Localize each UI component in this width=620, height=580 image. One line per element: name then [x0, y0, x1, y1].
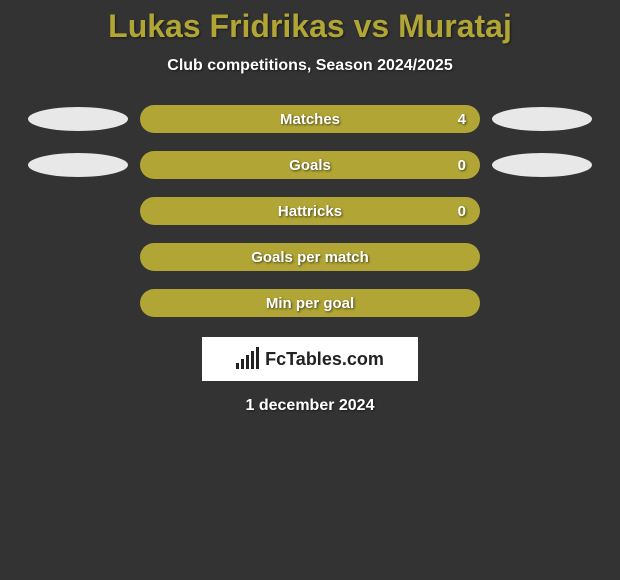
stat-label: Goals per match: [251, 249, 369, 266]
stat-row: Hattricks 0: [0, 197, 620, 225]
stats-list: Matches 4 Goals 0 Hattricks 0 Goals per match M…: [0, 105, 620, 317]
stat-value: 0: [458, 203, 466, 220]
stat-label: Matches: [280, 111, 340, 128]
left-ellipse: [28, 153, 128, 177]
stat-label: Min per goal: [266, 295, 354, 312]
comparison-title: Lukas Fridrikas vs Murataj: [0, 8, 620, 45]
logo-text: FcTables.com: [265, 349, 384, 370]
stat-row: Goals 0: [0, 151, 620, 179]
right-ellipse: [492, 107, 592, 131]
logo-bar: [246, 355, 249, 369]
left-ellipse: [28, 107, 128, 131]
stat-row: Goals per match: [0, 243, 620, 271]
snapshot-date: 1 december 2024: [0, 397, 620, 415]
stat-value: 4: [458, 111, 466, 128]
stat-bar: Hattricks 0: [140, 197, 480, 225]
stat-row: Min per goal: [0, 289, 620, 317]
stat-bar: Min per goal: [140, 289, 480, 317]
stat-value: 0: [458, 157, 466, 174]
stat-bar: Matches 4: [140, 105, 480, 133]
stat-label: Hattricks: [278, 203, 342, 220]
logo-bars-icon: [236, 349, 259, 369]
stat-bar: Goals 0: [140, 151, 480, 179]
stat-bar: Goals per match: [140, 243, 480, 271]
fctables-logo: FcTables.com: [202, 337, 418, 381]
logo-bar: [256, 347, 259, 369]
season-subtitle: Club competitions, Season 2024/2025: [0, 57, 620, 75]
stat-row: Matches 4: [0, 105, 620, 133]
stat-label: Goals: [289, 157, 331, 174]
stats-comparison-container: Lukas Fridrikas vs Murataj Club competit…: [0, 0, 620, 415]
logo-bar: [241, 359, 244, 369]
logo-bar: [236, 363, 239, 369]
logo-bar: [251, 351, 254, 369]
right-ellipse: [492, 153, 592, 177]
